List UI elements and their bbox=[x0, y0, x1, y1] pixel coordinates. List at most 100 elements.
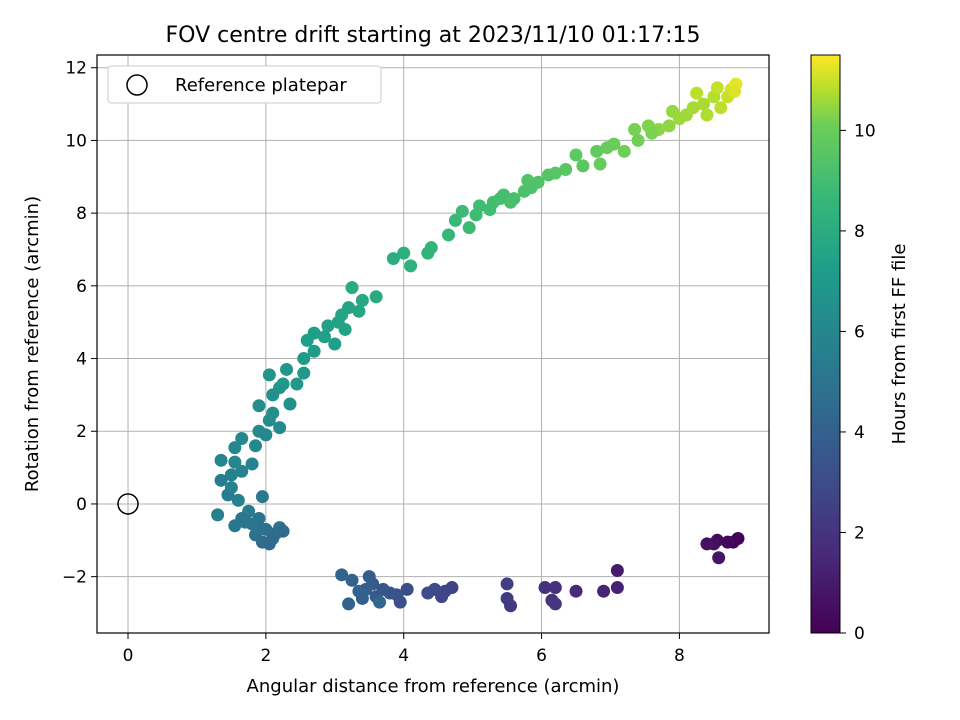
data-point bbox=[231, 493, 245, 507]
colorbar-label: Hours from first FF file bbox=[889, 244, 910, 445]
data-point bbox=[373, 595, 387, 609]
data-point bbox=[331, 315, 345, 329]
data-point bbox=[290, 377, 304, 391]
colorbar-ticks: 0 2 4 6 8 10 bbox=[840, 121, 876, 644]
data-point bbox=[328, 337, 342, 351]
legend: Reference platepar bbox=[107, 65, 382, 104]
data-point bbox=[352, 304, 366, 318]
y-tick-label: 0 bbox=[76, 495, 87, 515]
y-ticks: −2 0 2 4 6 8 10 12 bbox=[62, 59, 97, 588]
data-point bbox=[469, 208, 483, 222]
data-point bbox=[493, 192, 507, 206]
data-point bbox=[335, 568, 349, 582]
data-point bbox=[283, 397, 297, 411]
data-point bbox=[569, 584, 583, 598]
data-point bbox=[462, 221, 476, 235]
data-point bbox=[448, 213, 462, 227]
data-point bbox=[235, 464, 249, 478]
colorbar-tick-label: 8 bbox=[854, 222, 865, 242]
data-point bbox=[690, 86, 704, 100]
data-point bbox=[697, 97, 711, 111]
data-point bbox=[276, 377, 290, 391]
data-point bbox=[686, 101, 700, 115]
data-point bbox=[300, 333, 314, 347]
colorbar bbox=[810, 54, 841, 634]
data-point bbox=[369, 290, 383, 304]
data-point bbox=[593, 157, 607, 171]
colorbar-tick-label: 2 bbox=[854, 523, 865, 543]
legend-box bbox=[107, 65, 382, 104]
data-point bbox=[317, 330, 331, 344]
legend-marker bbox=[126, 74, 148, 96]
data-point bbox=[228, 441, 242, 455]
data-point bbox=[211, 508, 225, 522]
data-point bbox=[345, 573, 359, 587]
data-point bbox=[617, 144, 631, 158]
data-point bbox=[728, 84, 742, 98]
data-point bbox=[548, 166, 562, 180]
data-point bbox=[214, 453, 228, 467]
y-axis-label: Rotation from reference (arcmin) bbox=[22, 196, 43, 492]
data-point bbox=[235, 432, 249, 446]
data-point bbox=[307, 344, 321, 358]
data-point bbox=[610, 563, 624, 577]
data-point bbox=[297, 366, 311, 380]
data-point bbox=[721, 535, 735, 549]
data-point bbox=[421, 586, 435, 600]
data-point bbox=[273, 421, 287, 435]
data-point bbox=[342, 597, 356, 611]
data-point bbox=[342, 301, 356, 315]
y-tick-label: 12 bbox=[65, 59, 87, 79]
data-point bbox=[266, 406, 280, 420]
data-point bbox=[500, 591, 514, 605]
data-point bbox=[700, 108, 714, 122]
data-point bbox=[400, 582, 414, 596]
reference-marker bbox=[117, 493, 139, 515]
data-point bbox=[262, 368, 276, 382]
data-point bbox=[507, 192, 521, 206]
x-axis-label: Angular distance from reference (arcmin) bbox=[247, 676, 620, 697]
data-point bbox=[404, 259, 418, 273]
data-point bbox=[712, 551, 726, 565]
y-tick-label: 2 bbox=[76, 422, 87, 442]
data-point bbox=[576, 159, 590, 173]
data-point bbox=[455, 204, 469, 218]
y-tick-label: 10 bbox=[65, 131, 87, 151]
data-point bbox=[228, 455, 242, 469]
data-point bbox=[483, 202, 497, 216]
y-tick-label: 6 bbox=[76, 277, 87, 297]
data-point bbox=[255, 490, 269, 504]
data-point bbox=[214, 473, 228, 487]
data-point bbox=[252, 399, 266, 413]
data-point bbox=[610, 581, 624, 595]
colorbar-tick-label: 4 bbox=[854, 423, 865, 443]
y-tick-label: −2 bbox=[62, 568, 87, 588]
data-point bbox=[235, 511, 249, 525]
data-point bbox=[252, 521, 266, 535]
data-point bbox=[590, 144, 604, 158]
x-tick-label: 2 bbox=[260, 646, 271, 666]
data-point bbox=[352, 584, 366, 598]
colorbar-tick-label: 10 bbox=[854, 121, 876, 141]
legend-label: Reference platepar bbox=[175, 75, 347, 96]
data-point bbox=[276, 524, 290, 538]
data-point bbox=[597, 584, 611, 598]
data-point bbox=[345, 281, 359, 295]
chart-title: FOV centre drift starting at 2023/11/10 … bbox=[166, 23, 701, 48]
data-point bbox=[672, 112, 686, 126]
data-point bbox=[224, 481, 238, 495]
data-point bbox=[548, 581, 562, 595]
data-point bbox=[569, 148, 583, 162]
data-point bbox=[355, 293, 369, 307]
data-point bbox=[259, 428, 273, 442]
colorbar-tick-label: 6 bbox=[854, 322, 865, 342]
data-point bbox=[397, 246, 411, 260]
data-point bbox=[700, 537, 714, 551]
data-point bbox=[628, 123, 642, 137]
data-point bbox=[538, 581, 552, 595]
data-point bbox=[559, 163, 573, 177]
plot-frame bbox=[96, 54, 770, 634]
data-point bbox=[531, 175, 545, 189]
data-point bbox=[424, 241, 438, 255]
